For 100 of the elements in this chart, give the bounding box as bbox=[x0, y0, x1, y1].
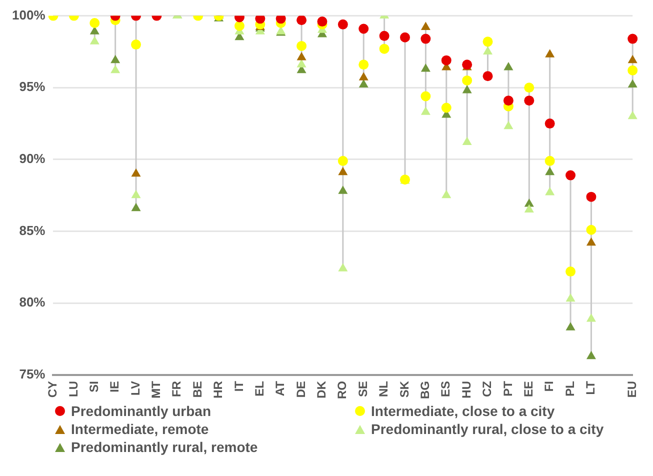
x-tick-label: BG bbox=[418, 381, 432, 399]
point bbox=[296, 59, 306, 68]
point bbox=[338, 186, 348, 194]
legend-label: Predominantly urban bbox=[71, 403, 212, 419]
x-tick-label: EE bbox=[521, 381, 536, 398]
point bbox=[586, 224, 596, 235]
point bbox=[462, 136, 472, 145]
y-tick-label: 80% bbox=[19, 294, 46, 310]
x-tick-label: AT bbox=[273, 380, 288, 396]
point bbox=[110, 64, 120, 74]
point bbox=[566, 293, 576, 302]
y-tick-label: 75% bbox=[19, 366, 46, 382]
legend-label: Intermediate, remote bbox=[71, 421, 209, 437]
x-tick-label: DK bbox=[314, 380, 329, 398]
point bbox=[442, 190, 452, 198]
point bbox=[628, 110, 638, 120]
point bbox=[524, 96, 534, 106]
point bbox=[483, 46, 493, 54]
point bbox=[234, 20, 244, 31]
point bbox=[420, 34, 431, 44]
x-tick-label: PL bbox=[562, 381, 577, 396]
x-tick-label: SI bbox=[86, 381, 101, 392]
point bbox=[296, 52, 306, 60]
point bbox=[441, 102, 452, 113]
x-tick-label: LU bbox=[66, 381, 80, 397]
point bbox=[420, 106, 430, 115]
point bbox=[358, 24, 369, 34]
point bbox=[628, 54, 638, 64]
point bbox=[131, 168, 141, 177]
point bbox=[358, 72, 368, 80]
point bbox=[462, 75, 472, 86]
x-tick-label: SE bbox=[356, 381, 370, 398]
point bbox=[90, 36, 100, 44]
x-tick-label: EU bbox=[624, 381, 639, 398]
point bbox=[566, 266, 576, 277]
x-tick-label: NL bbox=[376, 381, 391, 397]
x-tick-label: FR bbox=[170, 380, 184, 397]
y-tick-label: 95% bbox=[19, 79, 46, 94]
point bbox=[131, 40, 142, 50]
y-tick-label: 100% bbox=[12, 7, 46, 22]
point bbox=[462, 60, 472, 70]
x-tick-label: LT bbox=[584, 380, 598, 395]
point bbox=[504, 62, 514, 70]
point bbox=[338, 156, 348, 166]
point bbox=[338, 166, 348, 176]
point bbox=[110, 54, 120, 64]
point bbox=[90, 18, 100, 28]
x-tick-label: DE bbox=[294, 381, 308, 398]
point bbox=[544, 156, 555, 166]
x-tick-label: FI bbox=[542, 381, 556, 392]
point bbox=[545, 49, 555, 58]
point bbox=[628, 79, 638, 88]
point bbox=[400, 32, 410, 42]
legend-label: Predominantly rural, close to a city bbox=[371, 421, 604, 437]
x-tick-label: CZ bbox=[480, 381, 494, 397]
x-tick-label: SK bbox=[397, 380, 412, 398]
point bbox=[420, 22, 430, 30]
point bbox=[503, 96, 514, 106]
point bbox=[586, 237, 596, 246]
point bbox=[379, 30, 390, 41]
y-tick-label: 90% bbox=[19, 151, 46, 166]
point bbox=[358, 79, 368, 88]
point bbox=[566, 322, 576, 330]
point bbox=[586, 350, 596, 360]
point bbox=[462, 85, 472, 94]
point bbox=[131, 190, 141, 198]
point bbox=[504, 120, 514, 130]
x-tick-label: EL bbox=[252, 381, 266, 396]
y-tick-label: 85% bbox=[19, 222, 46, 238]
x-tick-label: LV bbox=[128, 381, 142, 396]
point bbox=[420, 63, 430, 72]
x-tick-label: HR bbox=[211, 380, 226, 398]
x-tick-label: PT bbox=[500, 380, 515, 396]
point bbox=[379, 44, 390, 54]
legend-label: Intermediate, close to a city bbox=[371, 403, 555, 419]
x-tick-label: BE bbox=[190, 381, 204, 398]
point bbox=[296, 16, 307, 26]
point bbox=[317, 16, 328, 27]
point bbox=[524, 204, 534, 213]
point bbox=[358, 60, 369, 70]
point bbox=[420, 91, 431, 102]
point bbox=[545, 166, 555, 176]
point bbox=[296, 40, 307, 51]
point bbox=[628, 65, 638, 76]
point bbox=[628, 34, 638, 44]
x-tick-label: CY bbox=[46, 381, 60, 398]
x-tick-label: IT bbox=[232, 380, 246, 392]
point bbox=[524, 82, 534, 93]
point bbox=[586, 313, 596, 322]
point bbox=[566, 170, 576, 180]
legend-label: Predominantly rural, remote bbox=[71, 439, 258, 455]
x-tick-label: IE bbox=[108, 381, 122, 392]
x-tick-label: HU bbox=[459, 381, 474, 398]
point bbox=[131, 202, 141, 212]
point bbox=[338, 263, 348, 272]
point bbox=[441, 55, 452, 66]
point bbox=[586, 192, 596, 202]
x-tick-label: RO bbox=[335, 381, 350, 399]
point bbox=[482, 36, 493, 47]
point bbox=[482, 71, 493, 82]
